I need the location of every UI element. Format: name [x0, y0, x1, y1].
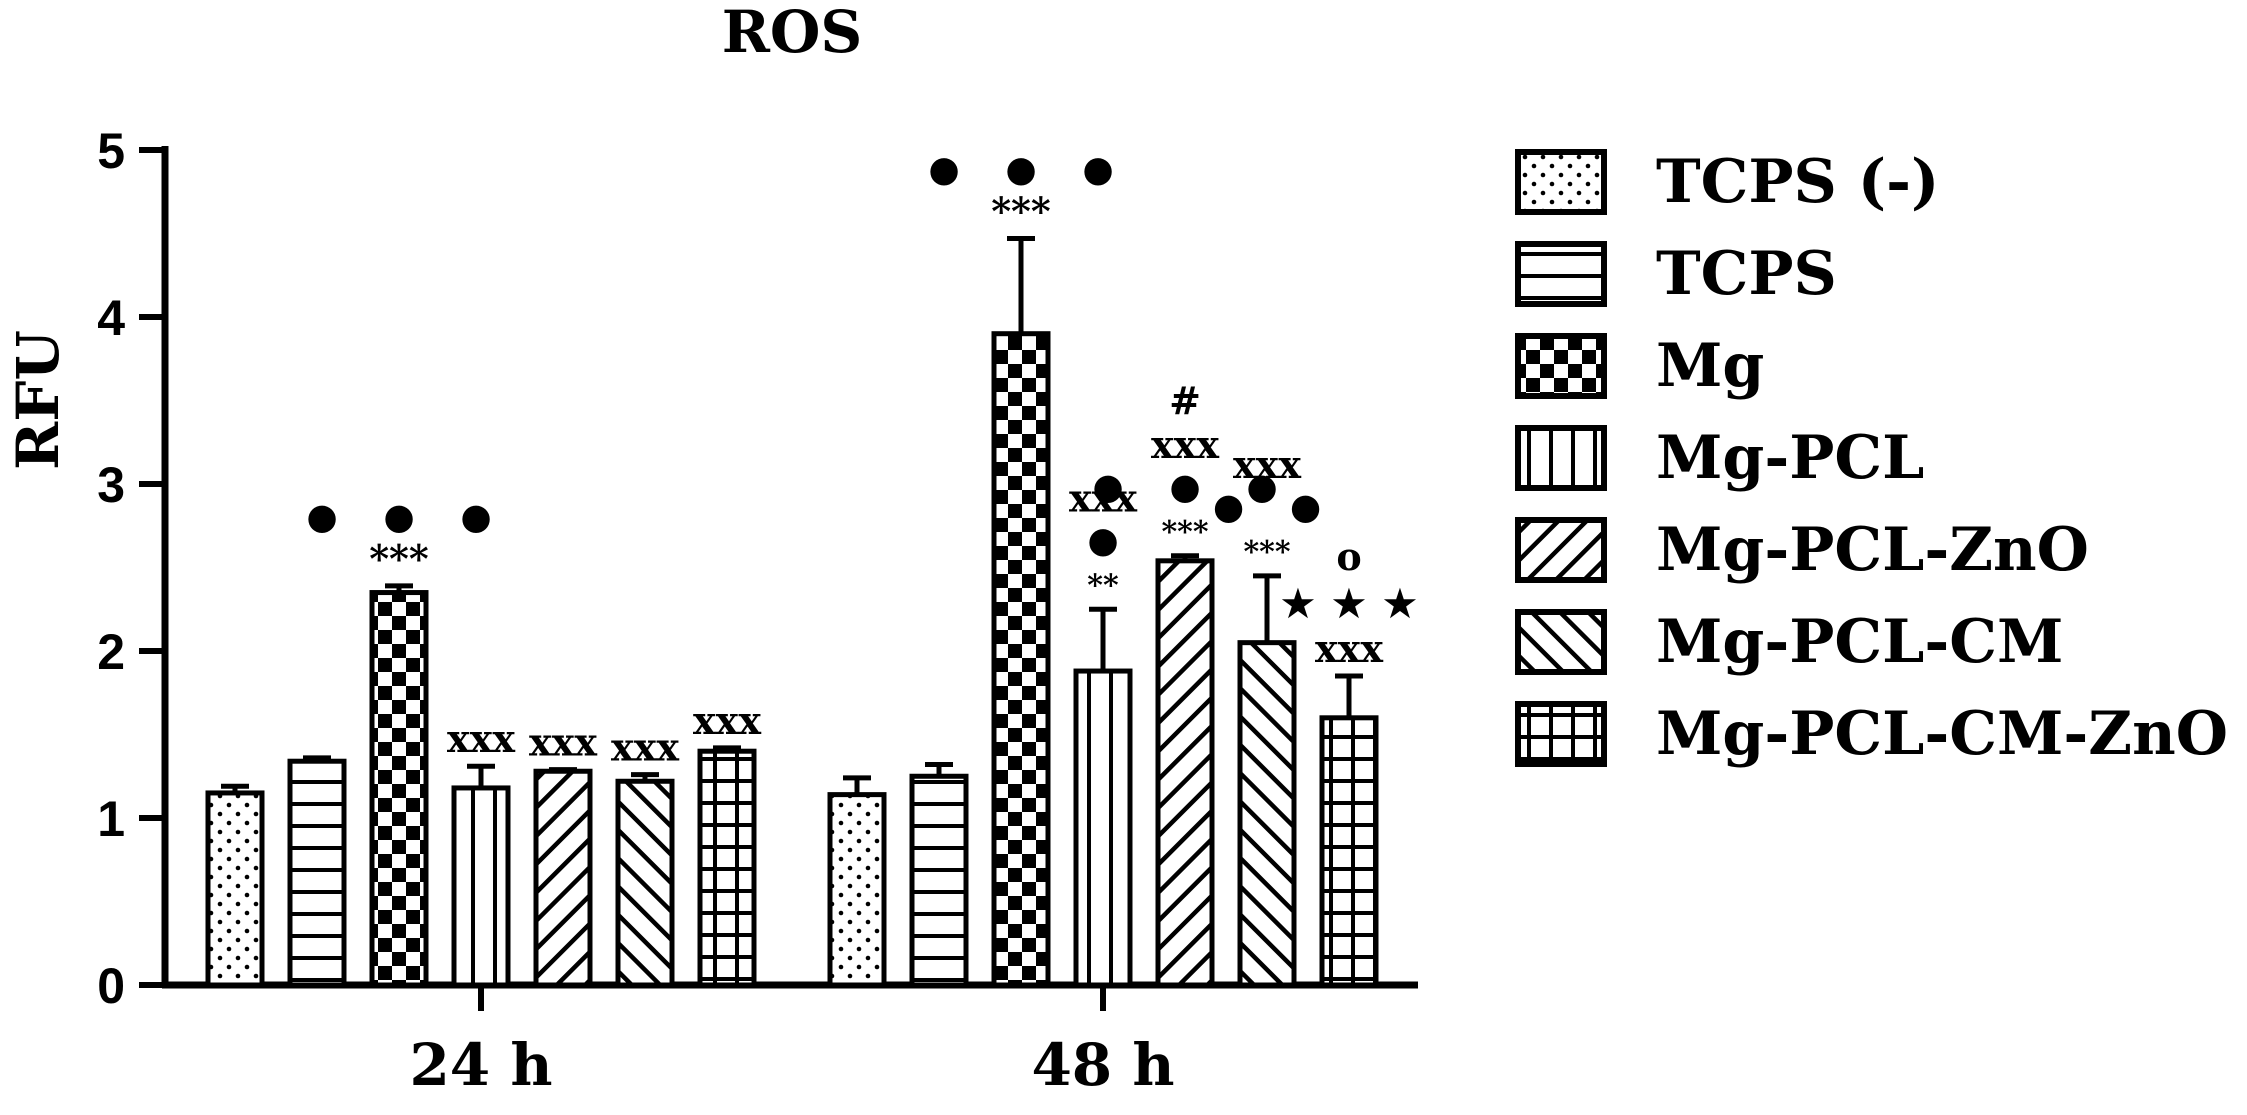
- significance-marker: xxx: [1315, 626, 1383, 671]
- y-tick-label: 4: [97, 290, 125, 346]
- significance-marker: ***: [1161, 515, 1208, 550]
- legend: TCPS (-) TCPS Mg Mg-PCL Mg-PCL-ZnO Mg-PCL-CM M…: [1515, 147, 2228, 769]
- bar-mg-pcl-48h: [1073, 668, 1133, 988]
- bar-mg-24h: [369, 590, 429, 988]
- legend-item: TCPS: [1515, 239, 1837, 309]
- bar-mg-pcl-cm-zno-48h: [1319, 715, 1379, 988]
- y-tick-label: 2: [97, 624, 125, 680]
- legend-swatch: [1515, 517, 1607, 583]
- bar-tcps-48h: [909, 773, 969, 988]
- legend-item: Mg-PCL-CM: [1515, 607, 2063, 677]
- legend-swatch: [1515, 609, 1607, 675]
- significance-marker: xxx: [1233, 442, 1301, 487]
- legend-swatch: [1515, 333, 1607, 399]
- legend-label: TCPS: [1656, 239, 1837, 309]
- bar-tcps-48h: [827, 792, 887, 988]
- significance-marker: xxx: [693, 698, 761, 743]
- legend-item: Mg-PCL-CM-ZnO: [1515, 699, 2228, 769]
- x-tick-label: 48 h: [1031, 1031, 1174, 1099]
- legend-item: Mg-PCL: [1515, 423, 1924, 493]
- significance-marker: ★ ★ ★: [1279, 579, 1419, 628]
- y-tick-label: 0: [97, 958, 125, 1014]
- bar-mg-48h: [991, 331, 1051, 988]
- significance-marker: ***: [1243, 535, 1290, 570]
- chart-title: ROS: [722, 0, 863, 66]
- significance-marker: • • •: [919, 129, 1123, 220]
- bars-group: [205, 236, 1379, 988]
- significance-marker: o: [1336, 534, 1361, 579]
- significance-marker: ***: [369, 536, 429, 581]
- legend-swatch: [1515, 701, 1607, 767]
- legend-item: TCPS (-): [1515, 147, 1939, 217]
- bar-mg-pcl-cm-24h: [615, 778, 675, 988]
- significance-marker: xxx: [447, 716, 515, 761]
- significance-marker: ***: [991, 189, 1051, 234]
- significance-marker: **: [1087, 568, 1119, 603]
- y-axis-label: RFU: [4, 330, 72, 470]
- bar-mg-pcl-zno-24h: [533, 768, 593, 988]
- y-tick-label: 1: [97, 791, 125, 847]
- significance-marker: •: [1078, 499, 1128, 590]
- bar-mg-pcl-cm-zno-24h: [697, 748, 757, 988]
- legend-label: Mg-PCL-CM-ZnO: [1656, 699, 2228, 769]
- legend-label: Mg: [1656, 331, 1764, 401]
- legend-label: Mg-PCL-ZnO: [1656, 515, 2089, 585]
- legend-label: Mg-PCL-CM: [1656, 607, 2063, 677]
- y-tick-label: 5: [97, 123, 125, 179]
- significance-marker: • •: [1204, 466, 1331, 557]
- y-tick-label: 3: [97, 457, 125, 513]
- bar-mg-pcl-24h: [451, 785, 511, 988]
- significance-marker: xxx: [1069, 475, 1137, 520]
- significance-marker: xxx: [529, 720, 597, 765]
- legend-swatch: [1515, 241, 1607, 307]
- bar-tcps-24h: [205, 790, 265, 988]
- legend-label: Mg-PCL: [1656, 423, 1924, 493]
- significance-marker: #: [1169, 378, 1201, 423]
- significance-marker: • • •: [1083, 446, 1287, 537]
- legend-item: Mg-PCL-ZnO: [1515, 515, 2089, 585]
- legend-label: TCPS (-): [1656, 147, 1939, 217]
- significance-marker: xxx: [611, 725, 679, 770]
- x-tick-label: 24 h: [409, 1031, 552, 1099]
- significance-marker: • • •: [297, 476, 501, 567]
- legend-swatch: [1515, 425, 1607, 491]
- bar-mg-pcl-zno-48h: [1155, 558, 1215, 988]
- bar-mg-pcl-cm-48h: [1237, 640, 1297, 988]
- bar-tcps-24h: [287, 758, 347, 988]
- legend-item: Mg: [1515, 331, 1764, 401]
- significance-marker: xxx: [1151, 422, 1219, 467]
- legend-swatch: [1515, 149, 1607, 215]
